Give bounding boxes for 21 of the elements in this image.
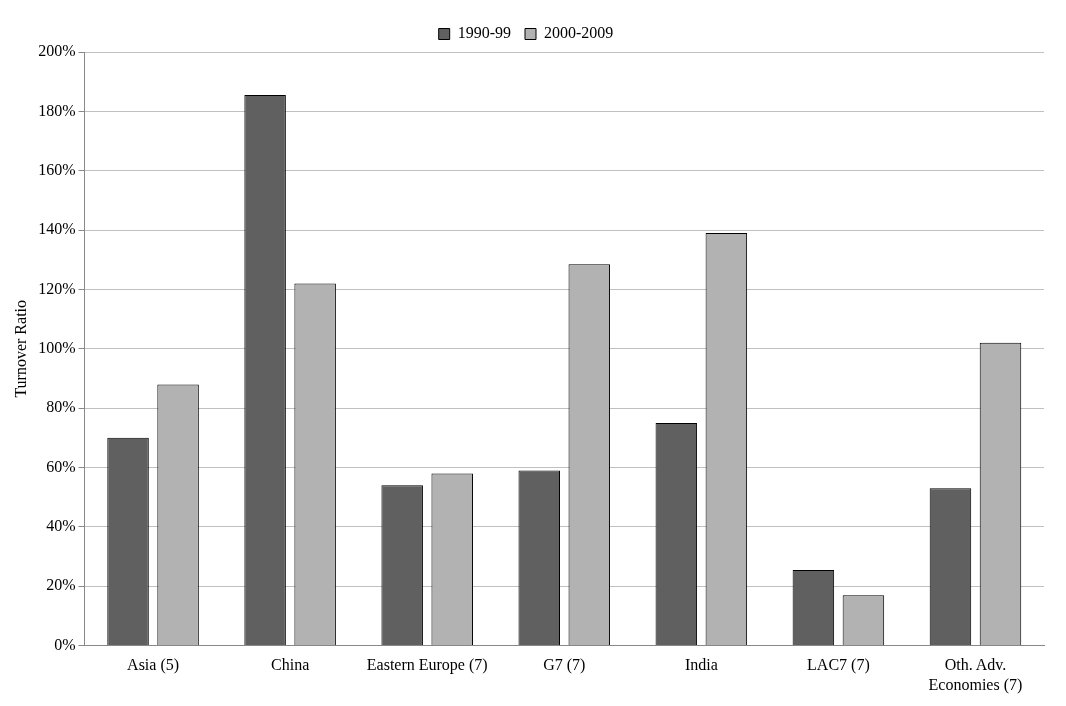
y-tick-label: 120% (38, 279, 76, 297)
y-tick-label: 140% (38, 220, 76, 238)
y-tick-label: 180% (38, 101, 76, 119)
x-tick-label: G7 (7) (543, 656, 586, 675)
x-tick-label: LAC7 (7) (807, 656, 870, 675)
y-tick-label: 40% (46, 517, 76, 535)
y-tick-label: 200% (38, 42, 76, 60)
y-tick-label: 100% (38, 339, 76, 356)
x-tick-label: India (684, 656, 718, 674)
y-axis-title: Turnover Ratio (11, 299, 29, 398)
x-tick-label: Oth. Adv. Economies (7) (928, 656, 1023, 694)
y-tick-label: 80% (46, 398, 76, 416)
legend-label: 2000-2009 (544, 24, 614, 42)
x-tick-label: Eastern Europe (7) (366, 656, 488, 675)
x-tick-label: China (271, 656, 310, 674)
y-tick-label: 60% (46, 457, 76, 475)
y-tick-label: 20% (46, 576, 76, 594)
legend-label: 1990-99 (457, 24, 511, 42)
x-tick-label: Asia (5) (127, 656, 180, 675)
y-tick-label: 0% (54, 635, 76, 653)
y-tick-label: 160% (38, 160, 76, 178)
